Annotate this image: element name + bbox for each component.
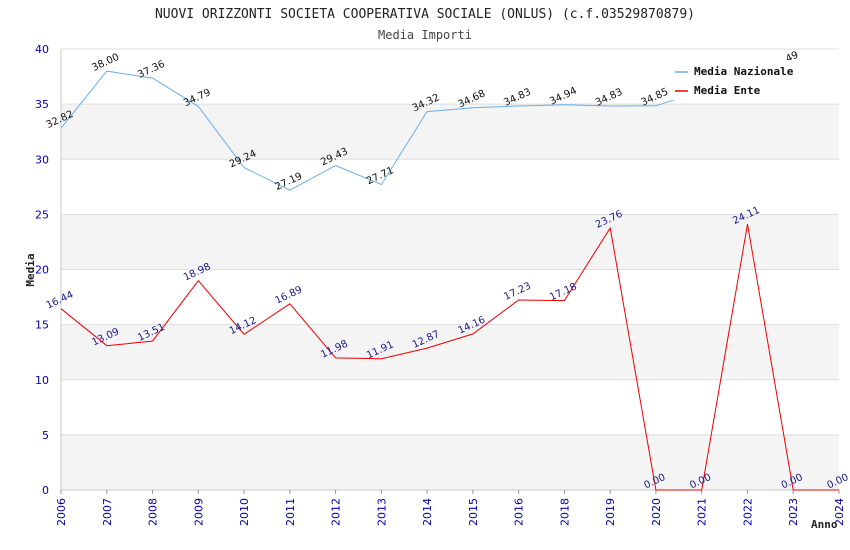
series-line-media-nazionale [60,65,794,191]
x-tick-label: 2008 [147,498,160,526]
x-tick-label: 2009 [192,498,205,526]
x-tick-label: 2007 [101,498,114,526]
x-tick-label: 2016 [513,498,526,526]
x-tick-label: 2018 [558,498,571,526]
y-tick-label: 25 [35,208,49,221]
grid-band [61,104,839,160]
data-label: 16.89 [273,284,304,306]
x-tick-label: 2013 [375,498,388,526]
y-axis-ticks: 0 5 10 15 20 25 30 35 40 [35,43,49,497]
x-tick-label: 2021 [696,498,709,526]
series-lines [60,65,839,491]
chart-title: NUOVI ORIZZONTI SOCIETA COOPERATIVA SOCI… [155,7,695,22]
grid-bands [61,104,839,490]
data-label: 17.23 [502,281,533,303]
data-label: 16.44 [45,289,76,311]
x-tick-label: 2012 [330,498,343,526]
grid-band [61,214,839,270]
data-label: 17.18 [548,281,579,303]
y-tick-label: 30 [35,153,49,166]
x-tick-label: 2019 [604,498,617,526]
x-tick-label: 2022 [741,498,754,526]
y-tick-label: 5 [42,429,49,442]
legend-label-media-nazionale: Media Nazionale [694,65,794,78]
y-tick-label: 40 [35,43,49,56]
x-tick-label: 2015 [467,498,480,526]
x-axis-label: Anno [811,518,838,531]
grid-band [61,434,839,490]
y-axis-label: Media [24,253,37,286]
x-tick-label: 2024 [833,498,846,526]
legend-box [670,60,810,100]
x-tick-label: 2023 [787,498,800,526]
x-tick-label: 2010 [238,498,251,526]
x-tick-label: 2006 [55,498,68,526]
x-axis-ticks: 2006 2007 2008 2009 2010 2011 2012 2013 2014 2015… [55,490,846,526]
y-tick-label: 35 [35,98,49,111]
y-tick-label: 0 [42,484,49,497]
series-line-media-ente [60,224,839,491]
grid-band [61,324,839,380]
y-tick-label: 10 [35,374,49,387]
legend-label-media-ente: Media Ente [694,84,761,97]
x-tick-label: 2014 [421,498,434,526]
x-tick-label: 2011 [284,498,297,526]
y-tick-label: 15 [35,319,49,332]
data-label: 38.00 [90,52,121,74]
y-tick-label: 20 [35,264,49,277]
chart-subtitle: Media Importi [378,28,472,42]
x-tick-label: 2020 [650,498,663,526]
axes [60,49,839,491]
chart-legend: Media Nazionale Media Ente [670,60,810,100]
